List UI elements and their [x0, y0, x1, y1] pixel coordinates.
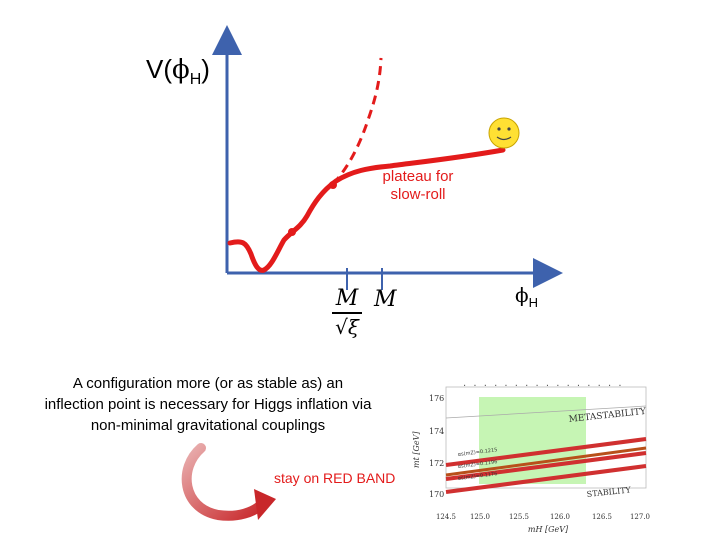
- inset-ytick: 170: [429, 490, 444, 499]
- inset-xtick: 127.0: [630, 513, 650, 521]
- inset-ytick: 172: [429, 459, 444, 468]
- band-line-red-middle: [445, 451, 647, 481]
- curved-arrow-head: [254, 489, 276, 520]
- band-line-red-lower: [445, 464, 647, 494]
- y-axis-label: V(ϕH): [146, 54, 210, 89]
- description-line-1: A configuration more (or as stable as) a…: [72, 375, 344, 392]
- inset-ylabel: mt [GeV]: [412, 431, 421, 468]
- inset-xtick: 126.0: [550, 513, 570, 521]
- inset-xtick: 125.0: [470, 513, 490, 521]
- inset-xlabel: mH [GeV]: [528, 525, 569, 534]
- red-band-label: stay on RED BAND: [274, 470, 396, 486]
- y-axis-label-subscript: H: [189, 71, 202, 89]
- inset-ytick: 174: [429, 427, 444, 436]
- description-line-2: inflection point is necessary for Higgs …: [44, 396, 372, 413]
- curved-arrow-shaft: [181, 443, 267, 521]
- curve-dashed-extension: [331, 57, 383, 186]
- inset-ytick: 176: [429, 394, 444, 403]
- inset-band-label: αs(mZ)=0.1176: [458, 471, 498, 482]
- stability-inset: . . . . . . . . . . . . . . . . METASTAB…: [412, 378, 650, 534]
- smiley-icon: [488, 117, 520, 149]
- y-axis-label-text: V(: [146, 54, 172, 84]
- fraction-denominator: √ξ: [335, 315, 359, 339]
- configuration-description: A configuration more (or as stable as) a…: [12, 373, 404, 436]
- inset-region-stability: STABILITY: [586, 485, 632, 499]
- plateau-annotation: plateau for slow-roll: [368, 168, 468, 204]
- tick-label-m-over-sqrt-xi: M √ξ: [330, 287, 364, 338]
- curve-knot: [288, 228, 296, 236]
- fraction-bar: [332, 312, 362, 314]
- x-axis-label-subscript: H: [528, 295, 539, 310]
- band-line-red-upper: [445, 437, 647, 467]
- plateau-line-2: slow-roll: [390, 186, 446, 203]
- band-line-orange: [445, 446, 647, 477]
- inset-band-label: αs(mZ)=0.1196: [458, 459, 498, 470]
- potential-curve: [227, 147, 506, 273]
- inset-xtick: 124.5: [436, 513, 456, 521]
- inset-xtick: 126.5: [592, 513, 612, 521]
- description-line-3: non-minimal gravitational couplings: [90, 417, 326, 434]
- x-axis-label: ϕH: [515, 283, 538, 310]
- fraction-numerator: M: [335, 286, 359, 311]
- phi-symbol: ϕ: [172, 55, 190, 85]
- inset-xtick: 125.5: [509, 513, 529, 521]
- y-axis-label-close: ): [201, 54, 210, 84]
- inset-frame: [445, 386, 647, 489]
- inset-top-dots: . . . . . . . . . . . . . . . .: [463, 378, 624, 389]
- tick-label-m: M: [374, 287, 397, 312]
- x-axis-label-phi: ϕ: [515, 283, 529, 307]
- inset-band-label: αs(mZ)=0.1215: [458, 447, 498, 458]
- inset-top-line: [445, 405, 647, 419]
- plateau-line-1: plateau for: [382, 168, 454, 185]
